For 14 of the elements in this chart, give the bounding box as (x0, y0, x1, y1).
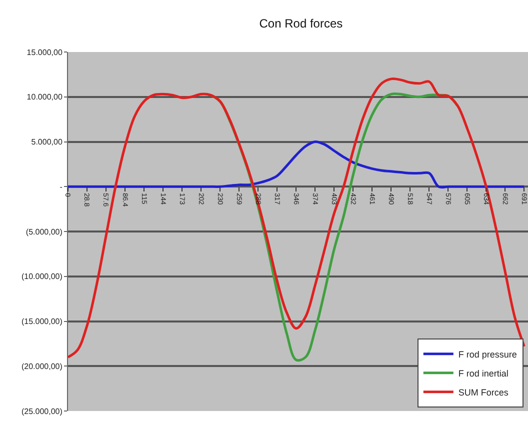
legend-label: SUM Forces (458, 387, 509, 398)
legend-label: F rod pressure (458, 349, 517, 360)
y-tick-label: (20.000,00) (21, 362, 63, 371)
y-tick-label: 15.000,00 (26, 48, 63, 57)
y-tick-label: - (60, 182, 63, 192)
legend-label: F rod inertial (458, 368, 508, 378)
y-tick-label: (25.000,00) (21, 406, 63, 416)
y-tick-label: (10.000,00) (21, 272, 63, 282)
y-tick-label: (5.000,00) (26, 227, 63, 236)
y-tick-label: 5.000,00 (31, 138, 63, 147)
y-tick-label: (15.000,00) (21, 317, 63, 326)
line-series (68, 140, 526, 189)
chart-title: Con Rod forces (259, 16, 343, 30)
y-tick-label: 10.000,00 (26, 92, 63, 102)
